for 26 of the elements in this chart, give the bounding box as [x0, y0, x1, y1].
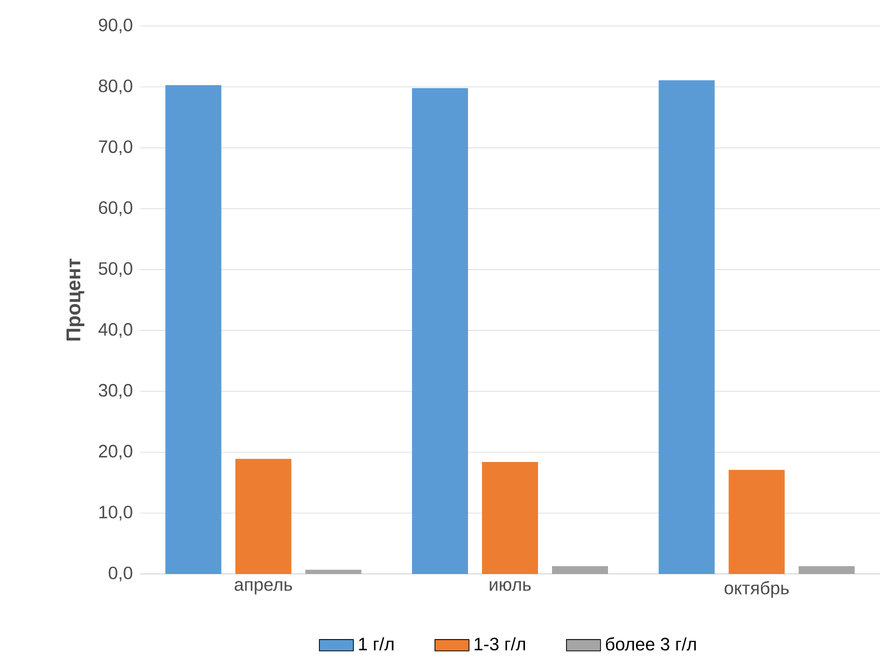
y-tick-label: 10,0 [99, 506, 132, 521]
bar [482, 462, 538, 574]
legend-label: более 3 г/л [606, 637, 696, 651]
y-tick-label: 40,0 [98, 323, 132, 338]
bar [305, 570, 362, 574]
x-tick-label: июль [490, 581, 531, 591]
legend-label: 1-3 г/л [474, 637, 525, 650]
legend-label: 1 г/л [359, 637, 394, 650]
y-tick-label: 0,0 [108, 566, 132, 582]
bar [165, 85, 222, 574]
bar [728, 470, 785, 574]
y-tick-label: 50,0 [98, 262, 132, 277]
bar [412, 88, 468, 574]
bar [798, 566, 855, 574]
y-axis-title: Процент [66, 258, 84, 341]
x-tick-label: октябрь [724, 581, 789, 598]
x-tick-label: апрель [234, 581, 292, 594]
y-tick-label: 20,0 [98, 444, 132, 460]
bar [552, 566, 608, 574]
y-tick-label: 70,0 [98, 140, 132, 156]
y-tick-label: 60,0 [98, 201, 132, 216]
bar [658, 80, 715, 574]
bar [235, 458, 292, 574]
y-tick-label: 90,0 [98, 18, 132, 34]
y-tick-label: 80,0 [98, 79, 132, 94]
y-tick-label: 30,0 [98, 384, 132, 399]
